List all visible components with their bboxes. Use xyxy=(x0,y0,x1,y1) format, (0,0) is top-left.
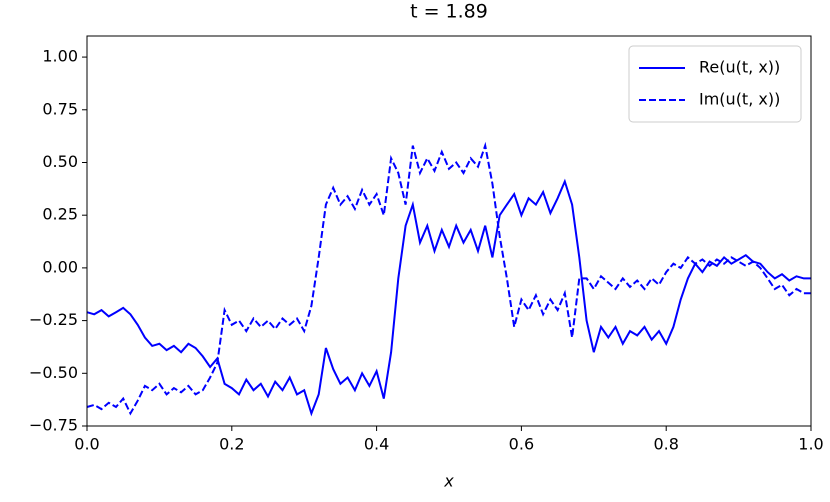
y-tick-label: −0.50 xyxy=(29,363,78,382)
x-axis-label: x xyxy=(443,472,454,491)
y-tick-label: 1.00 xyxy=(42,47,78,66)
y-tick-label: 0.50 xyxy=(42,152,78,171)
legend-label: Re(u(t, x)) xyxy=(699,58,780,77)
y-tick-label: 0.00 xyxy=(42,257,78,276)
x-tick-label: 0.2 xyxy=(219,435,244,454)
x-tick-label: 1.0 xyxy=(798,435,823,454)
line-series xyxy=(86,178,811,417)
x-tick-label: 0.4 xyxy=(364,435,389,454)
legend-label: Im(u(t, x)) xyxy=(699,90,780,109)
legend-box xyxy=(628,45,802,123)
y-tick-label: −0.75 xyxy=(29,416,78,435)
y-tick-label: 0.75 xyxy=(42,99,78,118)
plot-frame xyxy=(86,35,812,427)
x-tick-label: 0.8 xyxy=(653,435,678,454)
y-tick-label: 0.25 xyxy=(42,205,78,224)
x-tick-label: 0.0 xyxy=(74,435,99,454)
x-tick-label: 0.6 xyxy=(509,435,534,454)
line-series xyxy=(86,141,811,416)
chart-title: t = 1.89 xyxy=(410,1,488,23)
y-tick-label: −0.25 xyxy=(29,310,78,329)
